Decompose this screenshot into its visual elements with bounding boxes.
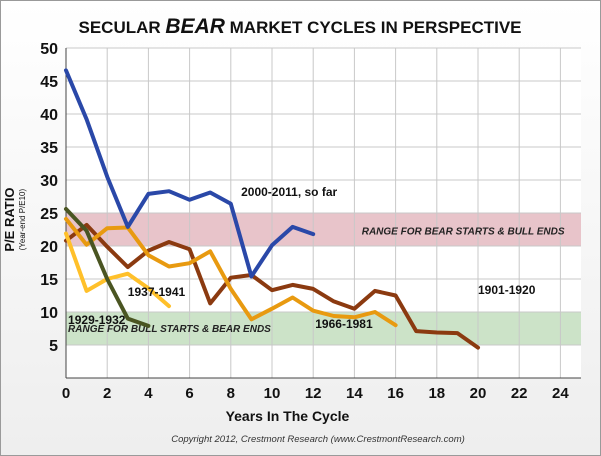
x-tick-label: 6 [185,385,193,402]
series-line-1937-1941 [64,231,171,309]
bull-band-label: RANGE FOR BULL STARTS & BEAR ENDS [68,324,271,335]
series-label: 2000-2011, so far [241,185,337,199]
x-tick-label: 10 [264,385,281,402]
y-tick-label: 10 [40,305,58,322]
bear-band [66,213,581,246]
y-tick-label: 40 [40,107,58,124]
x-tick-label: 12 [305,385,322,402]
x-tick-label: 24 [552,385,569,402]
title-part-1: SECULAR [78,18,165,37]
series-label: 1901-1920 [478,283,536,297]
copyright-text: Copyright 2012, Crestmont Research (www.… [171,434,465,445]
title-part-3: MARKET CYCLES IN PERSPECTIVE [225,18,522,37]
y-axis-label: P/E RATIO [2,188,17,252]
y-tick-label: 30 [40,173,58,190]
x-axis-label: Years In The Cycle [226,408,350,424]
series-label: 1966-1981 [315,317,373,331]
x-tick-label: 8 [227,385,235,402]
bear-band-label: RANGE FOR BEAR STARTS & BULL ENDS [362,227,565,238]
x-tick-label: 22 [511,385,528,402]
x-tick-label: 2 [103,385,111,402]
chart-title: SECULAR BEAR MARKET CYCLES IN PERSPECTIV… [78,15,521,38]
series-line-1901-1920 [64,222,480,350]
title-part-2: BEAR [165,15,225,38]
x-tick-label: 14 [346,385,363,402]
y-tick-label: 45 [40,74,58,91]
bull-band [66,312,581,345]
series-label: 1929-1932 [68,313,126,327]
y-axis-sublabel: (Year-end P/E10) [18,189,27,251]
y-tick-label: 5 [49,338,58,355]
x-tick-label: 20 [470,385,487,402]
x-tick-label: 18 [428,385,445,402]
y-tick-label: 15 [40,272,58,289]
series-label: 1937-1941 [128,285,186,299]
x-tick-label: 4 [144,385,153,402]
y-tick-label: 35 [40,140,58,157]
y-tick-label: 25 [40,206,58,223]
x-tick-label: 16 [387,385,404,402]
y-tick-label: 20 [40,239,58,256]
x-tick-label: 0 [62,385,70,402]
y-tick-label: 50 [40,41,58,58]
